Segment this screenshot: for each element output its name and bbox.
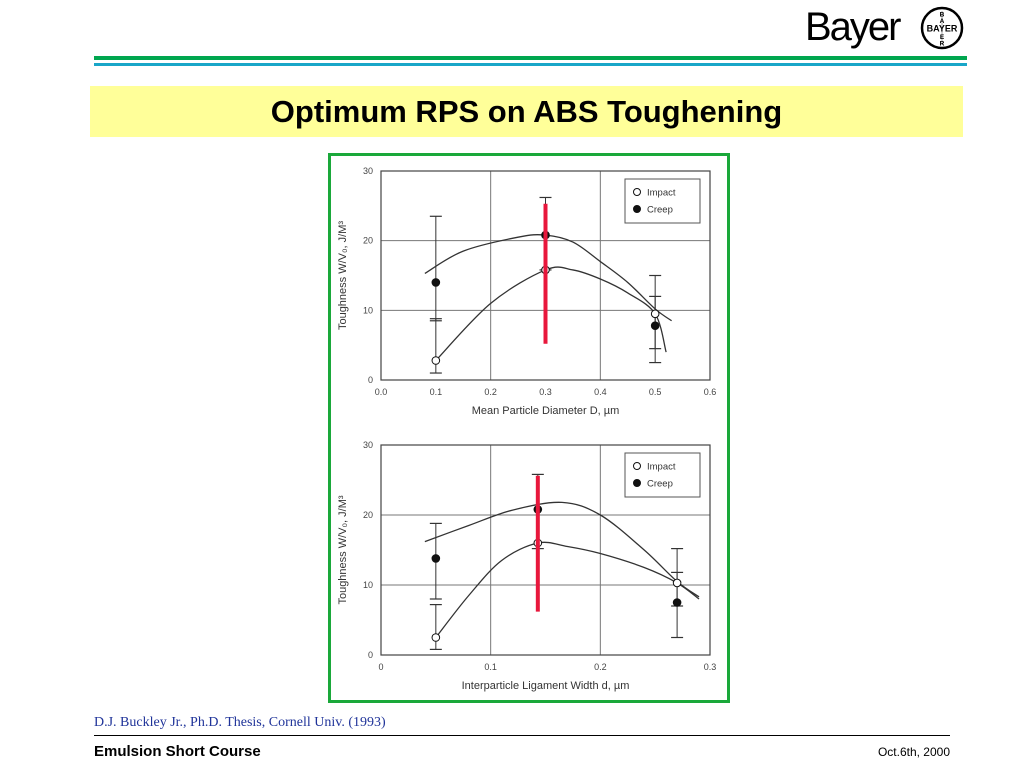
x-axis-label: Interparticle Ligament Width d, µm — [462, 680, 630, 692]
plot-border — [380, 170, 711, 381]
y-tick-label: 10 — [363, 580, 373, 590]
y-axis-label: Toughness W/V₀, J/M³ — [337, 221, 349, 330]
figure-panel: 0.0 0.1 0.2 0.3 0.4 0.5 0.6 0 10 20 30 Mean Particl… — [328, 153, 730, 703]
y-axis-label: Toughness W/V₀, J/M³ — [337, 495, 349, 604]
footer-course-name: Emulsion Short Course — [94, 743, 261, 760]
x-axis-label: Mean Particle Diameter D, µm — [472, 405, 620, 417]
svg-text:BAYER: BAYER — [927, 24, 958, 34]
y-tick-label: 30 — [363, 166, 373, 176]
header-green-rule — [94, 56, 967, 60]
data-point-creep — [672, 598, 682, 607]
x-tick-label: 0.4 — [594, 387, 607, 397]
y-tick-label: 20 — [363, 510, 373, 520]
citation: D.J. Buckley Jr., Ph.D. Thesis, Cornell … — [94, 715, 386, 730]
bayer-logo: Bayer BAYER B A E R — [805, 4, 970, 50]
bayer-wordmark: Bayer — [805, 5, 901, 49]
x-tick-label: 0.1 — [484, 662, 497, 672]
legend-marker-impact — [633, 462, 641, 470]
data-point-creep — [431, 554, 441, 563]
data-point-impact — [672, 578, 682, 588]
legend-label-impact: Impact — [647, 188, 676, 199]
curve-impact — [435, 266, 667, 361]
y-tick-label: 0 — [368, 650, 373, 660]
svg-text:R: R — [940, 41, 945, 48]
footer-rule — [94, 735, 950, 736]
title-band: Optimum RPS on ABS Toughening — [90, 86, 963, 137]
x-tick-label: 0.6 — [704, 387, 717, 397]
y-tick-label: 0 — [368, 375, 373, 385]
x-tick-label: 0.2 — [594, 662, 607, 672]
y-tick-label: 20 — [363, 236, 373, 246]
y-tick-label: 10 — [363, 305, 373, 315]
curve-impact — [435, 541, 700, 638]
legend-marker-creep — [633, 479, 641, 487]
data-point-creep — [431, 278, 441, 287]
slide-title: Optimum RPS on ABS Toughening — [270, 93, 783, 129]
legend-label-creep: Creep — [647, 205, 673, 216]
figure-frame — [328, 153, 730, 703]
x-tick-label: 0.1 — [430, 387, 443, 397]
data-point-impact — [431, 633, 441, 642]
chart-1: 0.0 0.1 0.2 0.3 0.4 0.5 0.6 0 10 20 30 Mean Particl… — [337, 166, 716, 417]
y-tick-label: 30 — [363, 440, 373, 450]
svg-text:B: B — [940, 12, 945, 19]
bayer-cross-icon: BAYER B A E R — [920, 6, 964, 50]
legend-marker-impact — [633, 188, 641, 196]
x-tick-label: 0.3 — [704, 662, 717, 672]
x-tick-label: 0.5 — [649, 387, 662, 397]
plot-border — [380, 444, 711, 656]
legend-label-creep: Creep — [647, 479, 673, 490]
footer-date: Oct.6th, 2000 — [877, 745, 950, 759]
legend-marker-creep — [633, 205, 641, 213]
header-blue-rule — [94, 63, 967, 66]
data-point-impact — [431, 356, 441, 365]
data-point-creep — [650, 321, 660, 330]
legend-label-impact: Impact — [647, 462, 676, 473]
x-tick-label: 0 — [378, 662, 383, 672]
curve-creep — [424, 234, 672, 322]
svg-text:A: A — [940, 18, 945, 25]
legend-box — [624, 178, 701, 224]
chart-2: 0 0.1 0.2 0.3 0 10 20 30 Interparticle Ligament … — [337, 440, 716, 692]
x-tick-label: 0.2 — [484, 387, 497, 397]
data-point-impact — [650, 309, 660, 319]
legend-box — [624, 452, 701, 498]
x-tick-label: 0.3 — [539, 387, 552, 397]
x-tick-label: 0.0 — [375, 387, 388, 397]
svg-text:E: E — [940, 34, 945, 41]
